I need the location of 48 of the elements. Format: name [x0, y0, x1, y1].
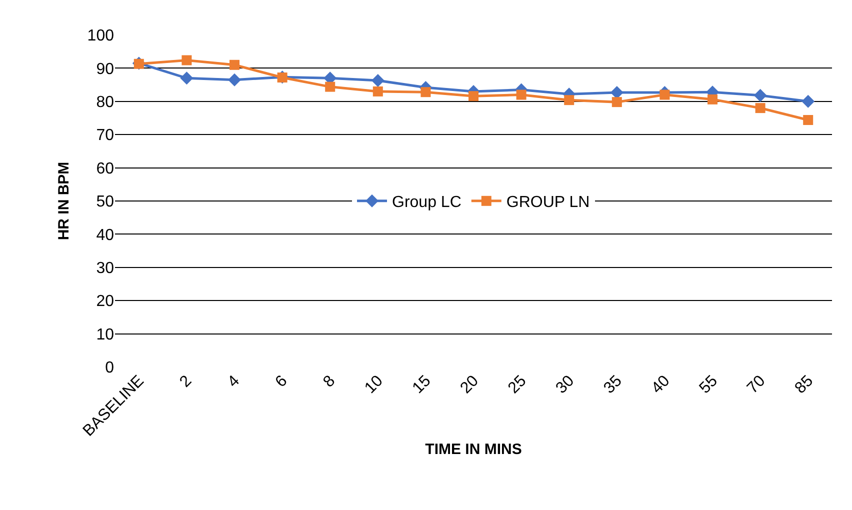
point	[564, 95, 574, 106]
x-tick-label: 40	[648, 372, 674, 398]
x-tick-label: 10	[362, 372, 386, 398]
x-tick-label: 20	[457, 372, 482, 398]
y-tick-label: 30	[96, 260, 114, 277]
point	[420, 87, 431, 98]
y-tick-label: 20	[96, 293, 114, 310]
x-axis-title: TIME IN MINS	[425, 440, 522, 458]
y-tick-label: 100	[87, 28, 114, 45]
point	[516, 90, 526, 100]
point	[803, 114, 814, 125]
point	[180, 72, 194, 85]
point	[468, 91, 478, 102]
point	[230, 60, 240, 70]
y-tick-label: 60	[96, 160, 114, 178]
x-tick-label: 2	[176, 372, 196, 391]
point	[755, 103, 766, 114]
x-tick-label: 55	[696, 372, 722, 398]
legend-label: GROUP LN	[506, 194, 590, 212]
point	[612, 97, 622, 108]
y-tick-label: 0	[105, 360, 114, 377]
y-tick-label: 70	[96, 127, 114, 144]
x-tick-label: 35	[600, 372, 626, 398]
point	[372, 86, 383, 96]
x-tick-label: 8	[320, 372, 339, 391]
point	[182, 55, 192, 66]
point	[660, 90, 670, 100]
x-tick-label: 70	[744, 372, 769, 398]
y-tick-label: 80	[96, 94, 114, 111]
y-tick-label: 90	[96, 60, 114, 78]
point	[325, 82, 336, 92]
point	[371, 74, 384, 87]
point	[610, 86, 624, 99]
x-tick-label: 4	[224, 372, 244, 391]
point	[228, 73, 241, 86]
y-axis-title: HR IN BPM	[56, 162, 73, 240]
x-tick-label: 85	[792, 372, 817, 398]
legend-label: Group LC	[392, 194, 462, 212]
y-tick-label: 40	[96, 226, 114, 244]
x-tick-label: 6	[272, 372, 291, 391]
x-tick-label: 25	[505, 372, 530, 398]
x-tick-label: 15	[410, 372, 434, 398]
point	[802, 94, 815, 108]
y-tick-label: 10	[96, 326, 114, 344]
point	[754, 88, 767, 102]
x-tick-label: 30	[552, 372, 578, 398]
point	[708, 94, 718, 104]
y-tick-label: 50	[96, 194, 114, 211]
